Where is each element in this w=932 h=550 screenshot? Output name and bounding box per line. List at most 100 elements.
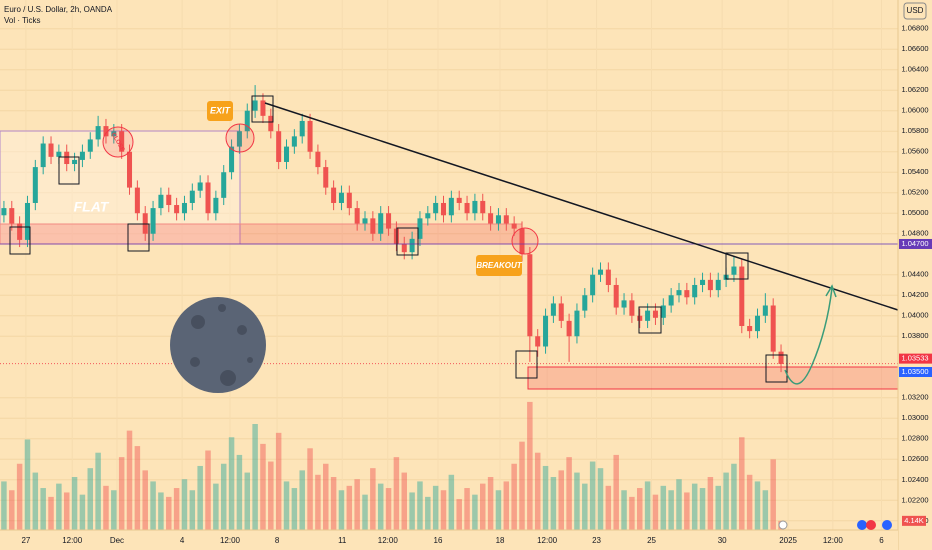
box: [725, 252, 749, 280]
volume-bar: [260, 443, 266, 530]
box: [251, 95, 274, 123]
volume-bar: [24, 439, 31, 530]
exit-label: EXIT: [210, 105, 232, 115]
y-tick-label: 1.06800: [901, 24, 928, 33]
candle-body: [346, 192, 352, 209]
volume-bar: [252, 424, 258, 530]
candle-body: [488, 213, 494, 224]
flag-icon[interactable]: [866, 520, 876, 530]
candle-body: [87, 139, 93, 152]
candle-body: [621, 300, 627, 308]
trendline: [264, 102, 899, 311]
arrow-head: [825, 284, 837, 298]
axis-labels: 1.06800 1.06600 1.06400 1.06200 1.06000 1.058…: [21, 24, 932, 545]
boxes: [9, 95, 788, 383]
volume-bar: [731, 463, 737, 530]
volume-bar: [440, 490, 447, 530]
candle-body: [684, 290, 690, 298]
candle-body: [731, 266, 737, 275]
volume-bar: [166, 496, 172, 530]
volume-bar: [409, 492, 415, 530]
flag-icon[interactable]: [882, 520, 892, 530]
volume-bar: [150, 481, 156, 530]
price-tag-label: 1.03500: [901, 367, 928, 376]
x-tick-label: 8: [275, 536, 280, 545]
candle-body: [299, 120, 305, 137]
box: [765, 354, 788, 383]
candle-body: [268, 115, 274, 132]
chart-title: Euro / U.S. Dollar, 2h, OANDA: [4, 5, 113, 14]
volume-bar: [534, 452, 541, 530]
x-tick-label: 12:00: [378, 536, 399, 545]
candle-body: [276, 131, 282, 162]
candle-body: [1, 208, 7, 216]
marker-circle: [225, 123, 255, 153]
volume-bar: [425, 496, 431, 530]
volume-bar: [315, 474, 321, 530]
candle-body: [331, 187, 337, 203]
volume-bar: [134, 446, 141, 530]
candle-body: [668, 295, 674, 306]
y-tick-label: 1.04400: [901, 270, 928, 279]
volume-bar: [338, 490, 345, 530]
candle-body: [252, 100, 258, 111]
y-tick-label: 1.04200: [901, 290, 928, 299]
volume-bar: [605, 485, 612, 530]
candle-body: [142, 213, 148, 234]
volume-bar: [644, 481, 651, 530]
candle-body: [229, 146, 235, 173]
candle-body: [291, 136, 297, 147]
price-tag: [899, 367, 932, 378]
flag-icon[interactable]: [857, 520, 867, 530]
volume-bar: [621, 490, 627, 530]
crater: [190, 357, 200, 367]
candle-body: [456, 197, 462, 203]
candle-body: [582, 295, 588, 311]
candle-body: [158, 194, 164, 209]
volume-bar: [323, 463, 329, 530]
volume-bar: [393, 457, 400, 530]
currency-box[interactable]: [903, 2, 927, 20]
volume-bar: [126, 430, 133, 530]
volume-bar: [48, 496, 54, 530]
candle-body: [707, 279, 713, 291]
candle-body: [103, 126, 109, 137]
y-tick-label: 1.03000: [901, 413, 928, 422]
candle-body: [495, 215, 501, 224]
volume-bar: [668, 490, 674, 530]
volume-bar: [228, 437, 235, 530]
x-tick-label: 12:00: [62, 536, 83, 545]
volume-layer: [1, 401, 784, 530]
moon: [170, 297, 266, 393]
candle-body: [323, 167, 329, 188]
box: [638, 306, 662, 334]
candle-body: [425, 213, 431, 219]
volume-bar: [32, 472, 39, 530]
volume-bar: [283, 481, 290, 530]
volume-bar: [189, 490, 196, 530]
candle-body: [550, 303, 556, 316]
y-tick-label: 1.06400: [901, 65, 928, 74]
box: [396, 227, 419, 256]
x-tick-label: 4: [180, 536, 185, 545]
candle-body: [244, 110, 250, 132]
volume-bar: [589, 461, 596, 530]
volume-bar: [142, 470, 148, 530]
candle-body: [519, 228, 525, 255]
x-tick-label: 23: [592, 536, 601, 545]
candle-body: [574, 310, 580, 337]
volume-bar: [707, 477, 714, 530]
volume-bar: [487, 477, 494, 530]
volume-bar: [275, 432, 282, 530]
candle-body: [692, 284, 698, 298]
candle-body: [166, 194, 172, 206]
crater: [237, 325, 247, 335]
candle-body: [448, 197, 454, 216]
candle-body: [197, 182, 203, 191]
volume-bar: [346, 485, 353, 530]
volume-bar: [582, 483, 588, 530]
volume-bar: [71, 477, 78, 530]
box: [127, 223, 150, 252]
volume-bar: [181, 479, 188, 530]
event-icon[interactable]: [778, 520, 788, 530]
